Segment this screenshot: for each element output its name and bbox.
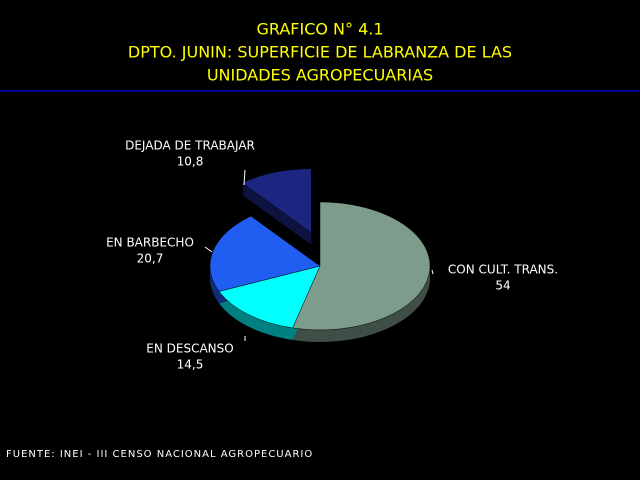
slice-label: EN DESCANSO [146,342,233,356]
chart-title: UNIDADES AGROPECUARIAS [207,66,433,85]
slice-label: DEJADA DE TRABAJAR [125,139,255,153]
leader-line [243,169,246,186]
chart-title: DPTO. JUNIN: SUPERFICIE DE LABRANZA DE L… [128,43,512,62]
leader-line [204,246,213,253]
slice-label: EN BARBECHO [106,236,194,250]
slice-label: CON CULT. TRANS. [448,263,558,277]
value-label: 54 [495,279,510,293]
value-label: 14,5 [177,358,204,372]
chart-title: GRAFICO N° 4.1 [256,20,383,39]
source: FUENTE: INEI - III CENSO NACIONAL AGROPE… [6,449,313,460]
leader-line [431,269,434,275]
slice [218,265,321,329]
value-label: 20,7 [137,252,164,266]
slice [209,215,321,292]
slice [241,168,312,234]
slice [292,201,431,331]
value-label: 10,8 [177,155,204,169]
